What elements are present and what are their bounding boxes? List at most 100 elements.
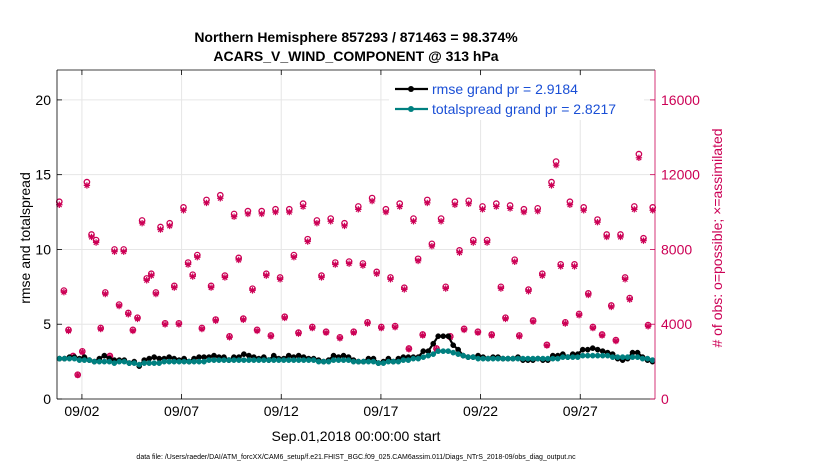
totalspread-point xyxy=(564,354,571,360)
plot-background xyxy=(57,70,655,399)
totalspread-point xyxy=(231,357,237,363)
obs-assimilated-marker xyxy=(267,333,275,340)
obs-assimilated-marker xyxy=(465,200,472,208)
totalspread-point xyxy=(440,348,447,354)
obs-assimilated-marker xyxy=(180,207,187,214)
obs-assimilated-marker xyxy=(552,161,560,169)
totalspread-point xyxy=(236,357,242,363)
obs-assimilated-marker xyxy=(244,210,252,218)
obs-assimilated-marker xyxy=(350,329,357,336)
obs-assimilated-marker xyxy=(134,315,141,323)
obs-assimilated-marker xyxy=(525,288,532,295)
obs-assimilated-marker xyxy=(373,270,380,277)
y-right-tick-label: 12000 xyxy=(661,167,700,183)
totalspread-point xyxy=(475,355,481,362)
legend-rmse-marker xyxy=(395,86,428,92)
totalspread-point xyxy=(241,357,247,363)
y-right-tick-label: 16000 xyxy=(661,92,700,108)
x-axis-label: Sep.01,2018 00:00:00 start xyxy=(272,428,441,444)
rmse-point xyxy=(435,333,442,340)
totalspread-point xyxy=(265,357,272,363)
totalspread-point xyxy=(280,357,287,363)
obs-assimilated-marker xyxy=(631,206,638,213)
legend-rmse-dot xyxy=(408,86,414,92)
totalspread-point xyxy=(425,352,432,359)
totalspread-point xyxy=(305,357,312,363)
totalspread-point xyxy=(410,355,417,362)
totalspread-point xyxy=(330,357,337,363)
totalspread-point xyxy=(584,352,591,359)
totalspread-point xyxy=(390,358,397,365)
obs-assimilated-marker xyxy=(470,239,477,246)
totalspread-point xyxy=(156,360,163,366)
obs-assimilated-marker xyxy=(594,219,601,226)
rmse-point xyxy=(445,333,452,340)
x-tick-label: 09/17 xyxy=(363,403,398,419)
totalspread-point xyxy=(196,358,202,365)
obs-assimilated-marker xyxy=(483,239,491,246)
obs-assimilated-marker xyxy=(318,274,325,281)
obs-assimilated-marker xyxy=(336,335,344,342)
obs-assimilated-marker xyxy=(175,321,183,328)
obs-assimilated-marker xyxy=(428,242,436,250)
line-series xyxy=(56,333,656,369)
totalspread-point xyxy=(250,357,257,363)
rmse-point xyxy=(420,348,427,354)
obs-assimilated-marker xyxy=(566,201,574,208)
legend-box xyxy=(389,76,644,120)
obs-assimilated-marker xyxy=(327,218,334,225)
totalspread-point xyxy=(275,357,282,363)
obs-assimilated-marker xyxy=(396,203,403,210)
totalspread-point xyxy=(649,357,656,363)
obs-assimilated-marker xyxy=(345,260,353,267)
totalspread-point xyxy=(260,357,267,363)
legend-totalspread-label: totalspread grand pr = 2.8217 xyxy=(432,101,616,117)
totalspread-point xyxy=(96,358,103,365)
totalspread-point xyxy=(485,355,491,362)
obs-assimilated-marker xyxy=(405,346,413,353)
totalspread-point xyxy=(574,354,581,360)
obs-assimilated-marker xyxy=(143,277,150,284)
totalspread-point xyxy=(201,358,207,365)
totalspread-point xyxy=(515,355,521,362)
y-axis-right-label: # of obs: o=possible; ×=assimilated xyxy=(709,128,725,347)
obs-assimilated-marker xyxy=(304,238,311,245)
totalspread-point xyxy=(181,358,187,365)
obs-assimilated-marker xyxy=(603,233,610,241)
totalspread-point xyxy=(360,358,367,365)
totalspread-point xyxy=(106,358,113,365)
obs-assimilated-marker xyxy=(635,154,643,161)
obs-assimilated-marker xyxy=(580,207,587,214)
obs-assimilated-marker xyxy=(79,348,86,356)
x-tick-label: 09/27 xyxy=(563,403,598,419)
legend-totalspread-dot xyxy=(408,106,414,112)
totalspread-point xyxy=(131,360,138,366)
y-left-tick-label: 0 xyxy=(43,391,51,407)
obs-assimilated-marker xyxy=(364,320,371,327)
obs-assimilated-marker xyxy=(253,327,261,335)
obs-assimilated-marker xyxy=(341,222,348,230)
obs-assimilated-marker xyxy=(115,302,123,310)
totalspread-point xyxy=(186,358,192,365)
totalspread-point xyxy=(285,357,292,363)
totalspread-point xyxy=(290,357,297,363)
rmse-point xyxy=(450,342,457,349)
totalspread-point xyxy=(480,355,486,362)
totalspread-point xyxy=(146,360,153,366)
totalspread-point xyxy=(579,352,586,359)
y-left-tick-label: 5 xyxy=(43,316,51,332)
obs-assimilated-marker xyxy=(534,207,541,215)
totalspread-point xyxy=(500,355,506,362)
totalspread-point xyxy=(345,357,352,363)
obs-assimilated-marker xyxy=(410,218,417,225)
obs-assimilated-marker xyxy=(589,324,597,332)
obs-assimilated-marker xyxy=(617,233,624,241)
obs-assimilated-marker xyxy=(391,323,399,331)
totalspread-point xyxy=(340,357,347,363)
obs-count-series xyxy=(55,150,657,379)
totalspread-point xyxy=(335,357,342,363)
obs-assimilated-marker xyxy=(276,276,284,283)
totalspread-point xyxy=(161,358,167,365)
obs-assimilated-marker xyxy=(102,290,109,298)
